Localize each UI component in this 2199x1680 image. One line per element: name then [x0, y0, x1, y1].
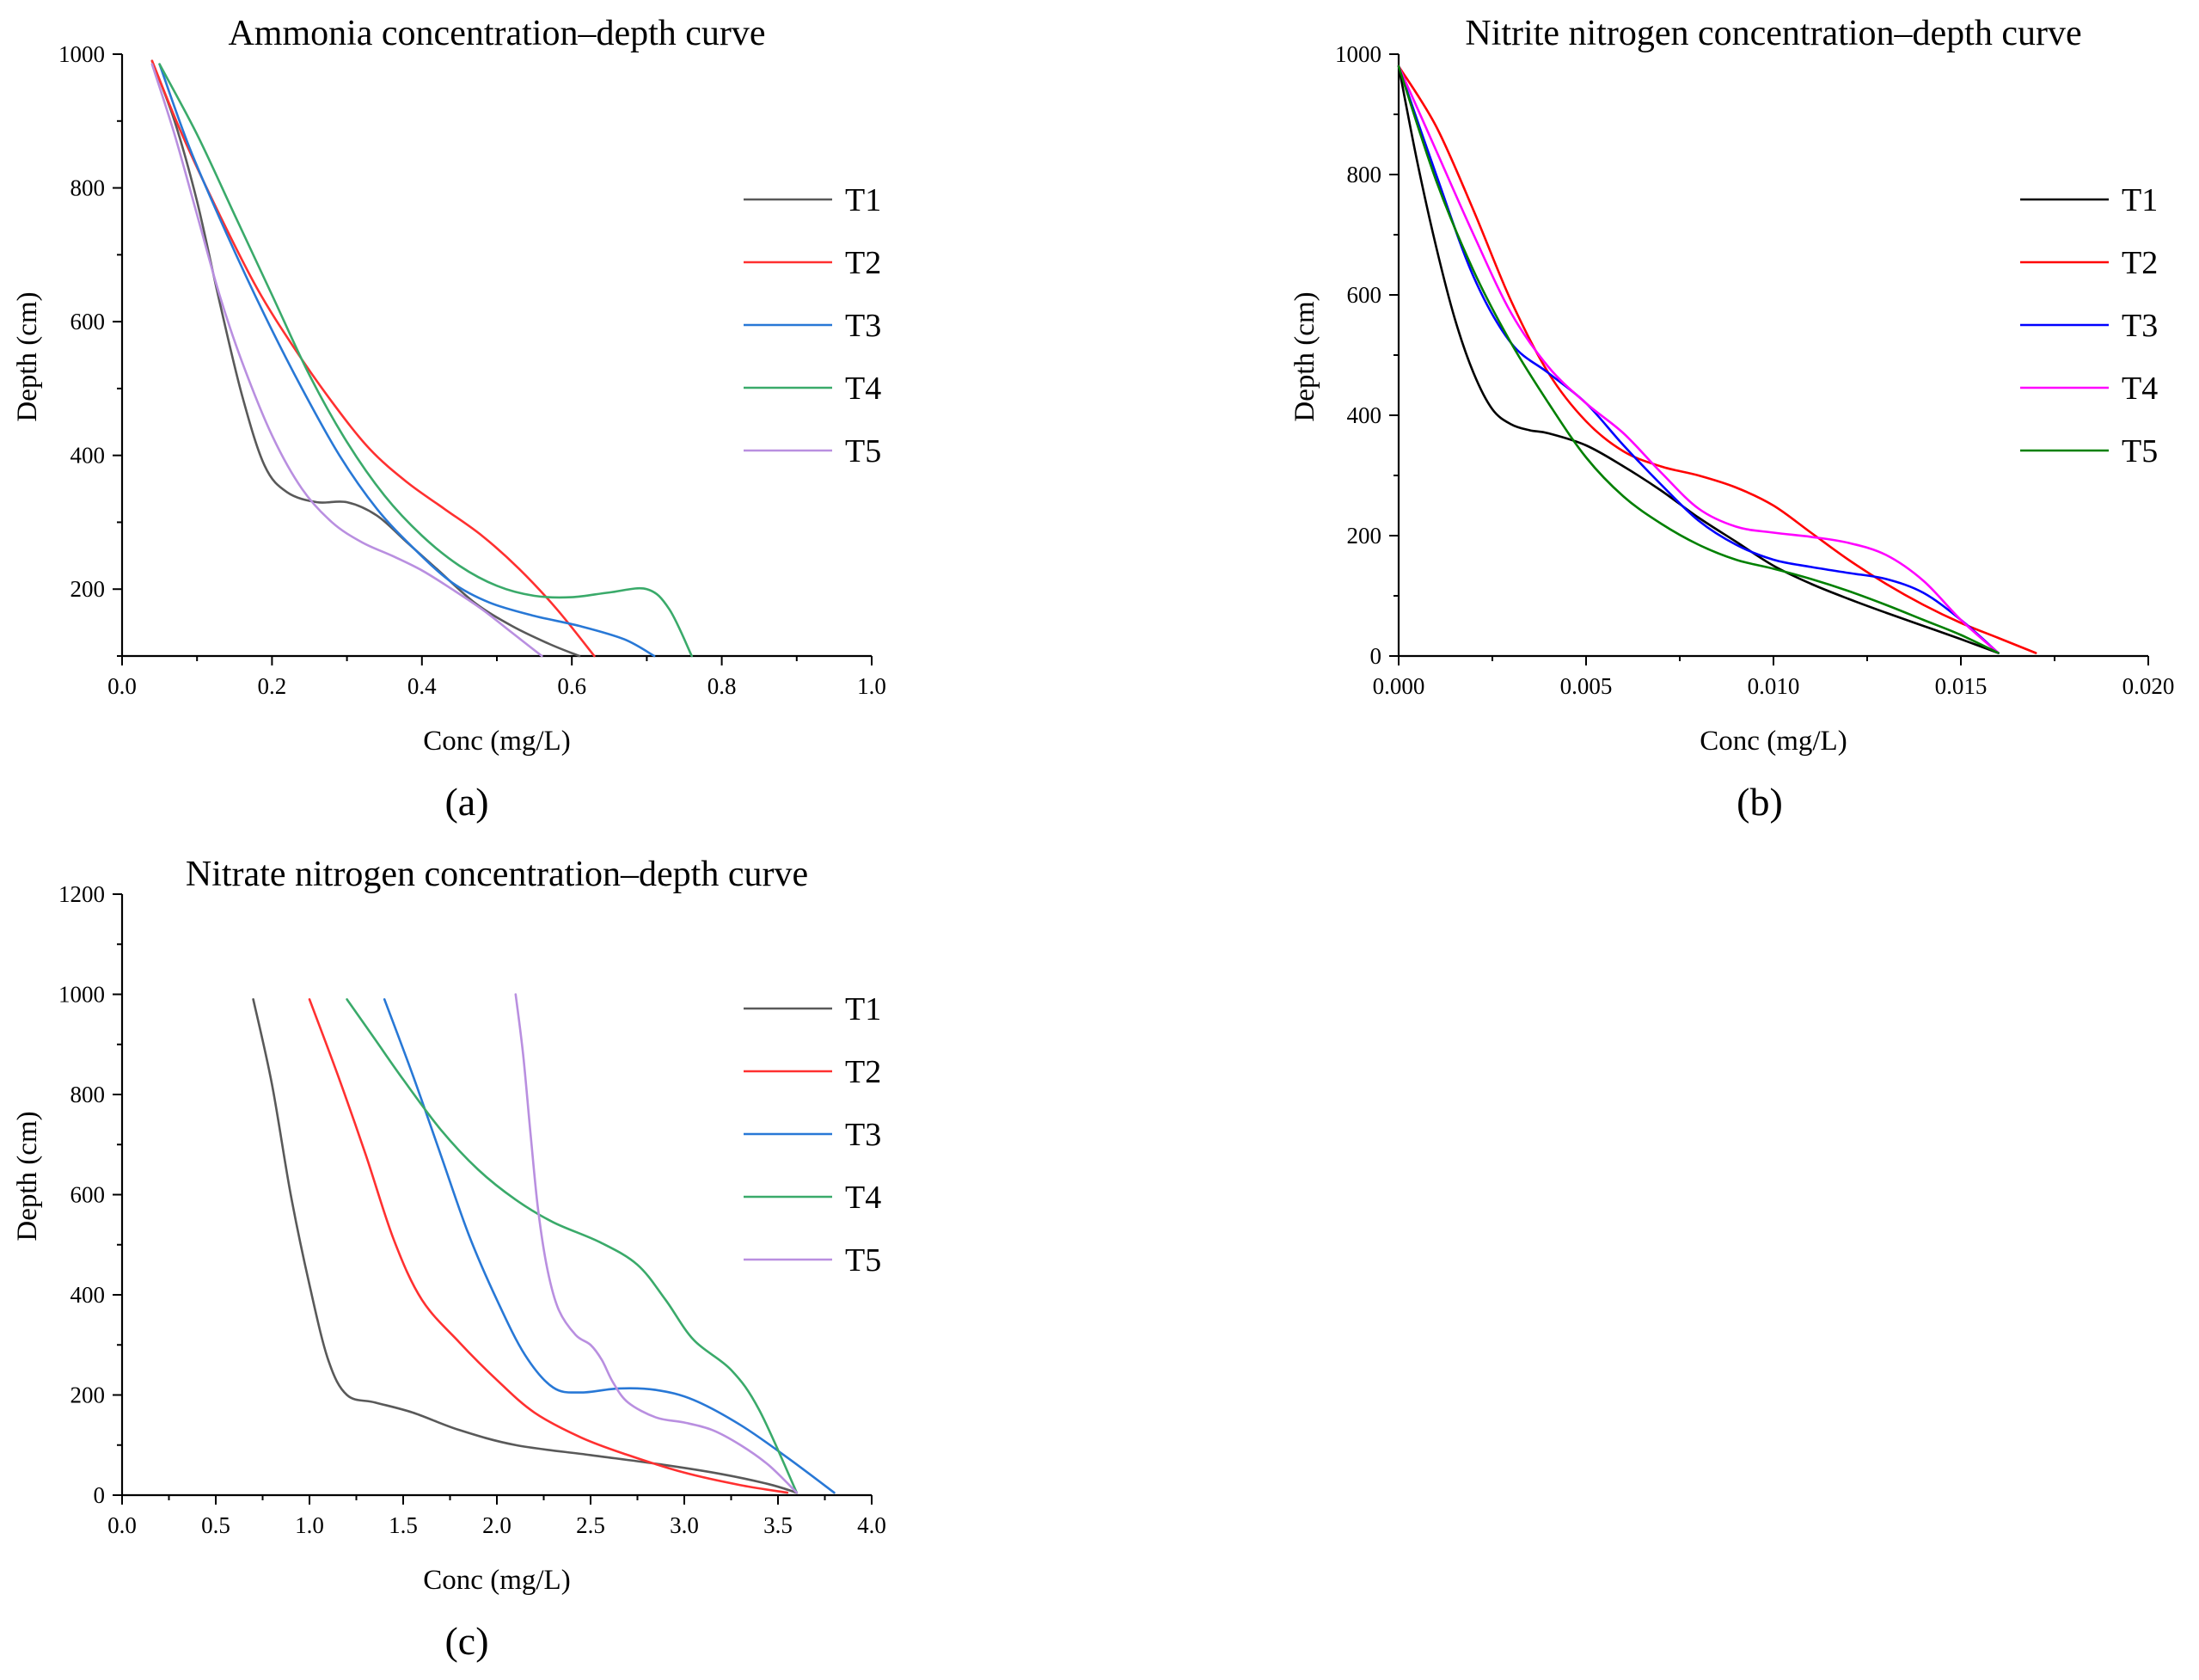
panel-c-x-tick-label: 1.0 — [295, 1512, 324, 1538]
panel-a-series-t4-line — [158, 63, 694, 658]
panel-c-label: (c) — [444, 1619, 488, 1663]
panel-c-series-t4-line — [346, 998, 799, 1494]
panel-c-x-tick-label: 0.0 — [107, 1512, 137, 1538]
panel-a-x-tick-label: 0.2 — [258, 673, 287, 699]
panel-b-xlabel: Conc (mg/L) — [1700, 726, 1847, 757]
panel-b-axes: 0.000 0.005 0.010 0.015 0.020 0 200 400 600 800 10… — [1335, 41, 2174, 699]
panel-a-x-tick-label: 0.8 — [707, 673, 737, 699]
panel-a-legend-label-t5: T5 — [845, 433, 881, 469]
panel-b-legend-label-t2: T2 — [2122, 245, 2158, 281]
panel-c-legend-label-t5: T5 — [845, 1242, 881, 1278]
panel-a-series — [150, 59, 694, 658]
panel-c-series-t5-line — [514, 993, 799, 1494]
panel-c-y-tick-label: 400 — [70, 1282, 106, 1308]
panel-a-axes: 0.0 0.2 0.4 0.6 0.8 1.0 200 400 600 800 1000 — [58, 41, 886, 699]
panel-c-series-t2-line — [308, 998, 789, 1494]
panel-b-series-t3-line — [1397, 64, 2000, 654]
panel-b-x-tick-label: 0.005 — [1560, 673, 1613, 699]
panel-c-axes: 0.0 0.5 1.0 1.5 2.0 2.5 3.0 3.5 4.0 0 200 400 600 800… — [58, 881, 886, 1538]
panel-b-y-tick-label: 1000 — [1335, 41, 1381, 67]
panel-c-series-t1-line — [252, 998, 799, 1494]
panel-a-xlabel: Conc (mg/L) — [423, 726, 570, 757]
panel-c-xlabel: Conc (mg/L) — [423, 1565, 570, 1596]
panel-a-x-tick-label: 0.4 — [407, 673, 437, 699]
panel-b-nitrite-chart: Nitrite nitrogen concentration–depth cur… — [1289, 14, 2174, 824]
panel-b-legend-label-t4: T4 — [2122, 371, 2158, 407]
panel-b-x-tick-label: 0.000 — [1373, 673, 1425, 699]
panel-c-y-tick-label: 1000 — [58, 982, 105, 1008]
panel-c-nitrate-chart: Nitrate nitrogen concentration–depth cur… — [12, 855, 886, 1663]
panel-c-title: Nitrate nitrogen concentration–depth cur… — [186, 855, 808, 894]
panel-a-series-t3-line — [158, 63, 656, 658]
panel-c-legend-label-t4: T4 — [845, 1180, 881, 1216]
panel-b-y-tick-label: 0 — [1370, 643, 1382, 669]
panel-a-y-tick-label: 200 — [70, 576, 106, 602]
panel-a-ylabel: Depth (cm) — [12, 291, 43, 421]
panel-c-y-tick-label: 1200 — [58, 881, 105, 907]
panel-c-ylabel: Depth (cm) — [12, 1111, 43, 1241]
panel-a-legend-label-t1: T1 — [845, 182, 881, 218]
panel-c-x-tick-label: 2.5 — [576, 1512, 605, 1538]
panel-b-y-tick-label: 400 — [1347, 402, 1382, 428]
panel-a-series-t1-line — [150, 59, 581, 658]
panel-b-series — [1397, 64, 2037, 654]
panel-c-x-tick-label: 4.0 — [857, 1512, 886, 1538]
panel-b-y-tick-label: 600 — [1347, 282, 1382, 308]
panel-b-x-tick-label: 0.020 — [2122, 673, 2175, 699]
panel-a-legend-label-t3: T3 — [845, 308, 881, 344]
panel-a-y-tick-label: 600 — [70, 309, 106, 334]
panel-b-x-tick-label: 0.010 — [1748, 673, 1800, 699]
panel-a-y-tick-label: 400 — [70, 443, 106, 469]
panel-c-series — [252, 993, 836, 1494]
panel-c-legend-label-t3: T3 — [845, 1117, 881, 1153]
panel-a-label: (a) — [444, 780, 488, 824]
panel-b-y-tick-label: 800 — [1347, 162, 1382, 187]
panel-a-x-tick-label: 1.0 — [857, 673, 886, 699]
panel-a-x-tick-label: 0.6 — [557, 673, 586, 699]
panel-b-y-tick-label: 200 — [1347, 523, 1382, 549]
panel-a-legend: T1 T2 T3 T4 T5 — [744, 182, 881, 469]
panel-c-x-tick-label: 0.5 — [201, 1512, 230, 1538]
panel-b-series-t1-line — [1397, 64, 2000, 654]
panel-c-series-t3-line — [383, 998, 836, 1494]
panel-a-series-t5-line — [150, 63, 543, 658]
panel-b-legend-label-t1: T1 — [2122, 182, 2158, 218]
panel-c-legend: T1 T2 T3 T4 T5 — [744, 991, 881, 1278]
panel-a-y-tick-label: 1000 — [58, 41, 105, 67]
panel-a-legend-label-t4: T4 — [845, 371, 881, 407]
panel-c-legend-label-t2: T2 — [845, 1054, 881, 1090]
panel-c-x-tick-label: 1.5 — [389, 1512, 418, 1538]
panel-a-ammonia-chart: Ammonia concentration–depth curve Conc (… — [12, 14, 886, 824]
panel-b-ylabel: Depth (cm) — [1289, 291, 1320, 421]
panel-c-x-tick-label: 3.5 — [763, 1512, 793, 1538]
panel-c-y-tick-label: 800 — [70, 1082, 106, 1107]
panel-c-y-tick-label: 600 — [70, 1182, 106, 1208]
panel-b-series-t5-line — [1397, 64, 2000, 654]
panel-a-x-tick-label: 0.0 — [107, 673, 137, 699]
panel-c-x-tick-label: 2.0 — [482, 1512, 511, 1538]
panel-b-title: Nitrite nitrogen concentration–depth cur… — [1465, 14, 2081, 53]
panel-c-y-tick-label: 0 — [94, 1482, 106, 1508]
panel-c-x-tick-label: 3.0 — [670, 1512, 699, 1538]
panel-c-y-tick-label: 200 — [70, 1383, 106, 1408]
panel-a-legend-label-t2: T2 — [845, 245, 881, 281]
panel-b-legend-label-t3: T3 — [2122, 308, 2158, 344]
panel-a-y-tick-label: 800 — [70, 175, 106, 201]
panel-b-legend-label-t5: T5 — [2122, 433, 2158, 469]
panel-b-series-t2-line — [1397, 64, 2037, 654]
panel-b-x-tick-label: 0.015 — [1935, 673, 1988, 699]
panel-b-label: (b) — [1737, 780, 1783, 824]
panel-a-title: Ammonia concentration–depth curve — [228, 14, 765, 53]
panel-b-series-t4-line — [1397, 64, 2000, 654]
panel-c-legend-label-t1: T1 — [845, 991, 881, 1027]
panel-b-legend: T1 T2 T3 T4 T5 — [2020, 182, 2158, 469]
